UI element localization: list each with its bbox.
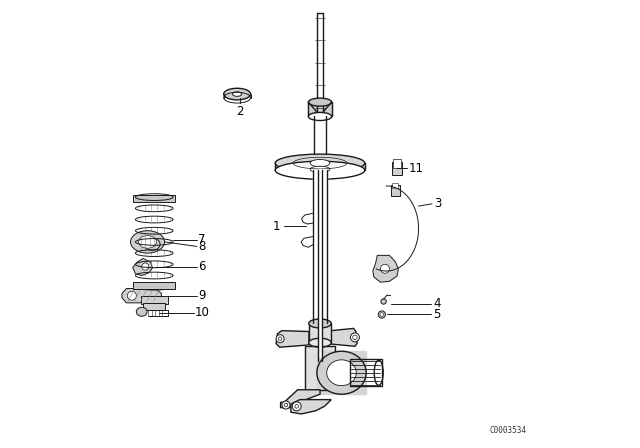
Text: 8: 8	[198, 240, 205, 253]
Ellipse shape	[351, 333, 360, 342]
Ellipse shape	[310, 166, 330, 172]
Ellipse shape	[378, 311, 385, 318]
Ellipse shape	[380, 264, 390, 273]
Polygon shape	[122, 289, 161, 303]
Bar	[392, 159, 401, 168]
Polygon shape	[373, 255, 398, 282]
Ellipse shape	[284, 403, 288, 407]
Text: 5: 5	[433, 308, 440, 321]
Ellipse shape	[138, 236, 156, 248]
Polygon shape	[305, 346, 335, 390]
Text: 9: 9	[198, 289, 205, 302]
Ellipse shape	[380, 313, 383, 316]
Polygon shape	[276, 331, 308, 347]
Ellipse shape	[233, 92, 241, 96]
Ellipse shape	[309, 319, 332, 328]
Polygon shape	[132, 258, 152, 276]
Bar	[133, 282, 175, 289]
Ellipse shape	[282, 401, 290, 409]
Text: 7: 7	[198, 233, 205, 246]
Ellipse shape	[327, 360, 356, 386]
Bar	[308, 102, 332, 116]
Ellipse shape	[308, 112, 332, 121]
Bar	[133, 195, 175, 202]
Ellipse shape	[308, 98, 332, 106]
Polygon shape	[317, 351, 366, 394]
Text: C0003534: C0003534	[489, 426, 526, 435]
Bar	[308, 323, 332, 343]
Ellipse shape	[381, 299, 387, 304]
Ellipse shape	[127, 291, 136, 300]
Polygon shape	[291, 400, 332, 414]
Text: 2: 2	[237, 105, 244, 118]
Ellipse shape	[141, 263, 149, 270]
Polygon shape	[308, 323, 332, 343]
Polygon shape	[313, 170, 327, 323]
Text: 6: 6	[198, 260, 205, 273]
Polygon shape	[280, 390, 320, 408]
Bar	[143, 303, 165, 310]
Ellipse shape	[295, 405, 298, 408]
Polygon shape	[317, 13, 323, 112]
Polygon shape	[314, 116, 326, 161]
Bar	[305, 346, 335, 390]
Ellipse shape	[309, 338, 332, 347]
Polygon shape	[275, 163, 365, 170]
Ellipse shape	[276, 335, 284, 343]
Text: 11: 11	[409, 162, 424, 175]
Bar	[141, 296, 168, 304]
Bar	[392, 183, 398, 188]
Ellipse shape	[275, 161, 365, 179]
Bar	[392, 162, 401, 175]
Ellipse shape	[353, 335, 357, 340]
Ellipse shape	[292, 402, 301, 411]
Text: 4: 4	[433, 297, 440, 310]
Ellipse shape	[278, 337, 282, 340]
Ellipse shape	[317, 351, 366, 394]
Bar	[391, 185, 400, 196]
Ellipse shape	[310, 159, 330, 167]
Text: 1: 1	[273, 220, 280, 233]
Ellipse shape	[275, 154, 365, 172]
Ellipse shape	[224, 88, 250, 100]
Ellipse shape	[131, 231, 164, 253]
Ellipse shape	[136, 307, 147, 316]
Text: 10: 10	[195, 306, 209, 319]
Text: 3: 3	[435, 197, 442, 211]
Polygon shape	[308, 102, 332, 116]
Bar	[349, 359, 382, 386]
Polygon shape	[332, 328, 357, 346]
Ellipse shape	[144, 238, 160, 250]
